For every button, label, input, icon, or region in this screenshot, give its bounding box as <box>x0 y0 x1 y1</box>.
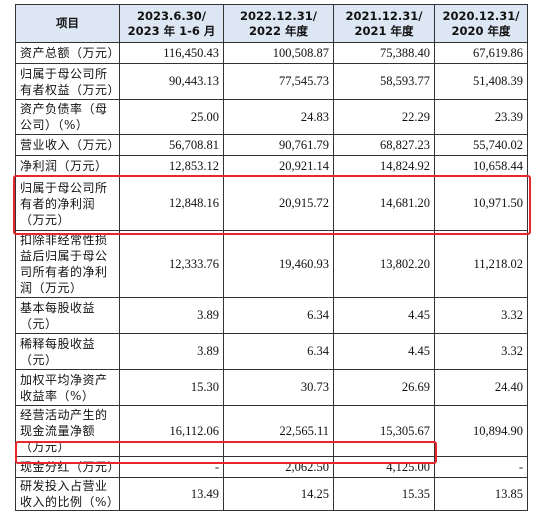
cell-value: - <box>119 456 224 478</box>
cell-value: 20,915.72 <box>223 176 334 231</box>
cell-value: 3.89 <box>119 333 224 370</box>
cell-value: 13.49 <box>119 477 224 511</box>
row-label: 研发投入占营业收入的比例（%） <box>15 477 120 511</box>
row-label: 加权平均净资产收益率（%） <box>15 369 120 406</box>
cell-value: 11,218.02 <box>434 230 528 298</box>
table-row: 加权平均净资产收益率（%） 15.30 30.73 26.69 24.40 <box>15 369 528 406</box>
row-label: 营业收入（万元） <box>15 134 120 156</box>
cell-value: 10,658.44 <box>434 155 528 177</box>
table-row: 资产总额（万元） 116,450.43 100,508.87 75,388.40… <box>15 42 528 64</box>
header-period: 2021.12.31/2021 年度 <box>333 4 435 43</box>
cell-value: 14.25 <box>223 477 334 511</box>
table-row: 营业收入（万元） 56,708.81 90,761.79 68,827.23 5… <box>15 134 528 156</box>
row-label: 资产负债率（母公司）（%） <box>15 99 120 135</box>
cell-value: 10,894.90 <box>434 405 528 457</box>
cell-value: - <box>434 456 528 478</box>
cell-value: 13.85 <box>434 477 528 511</box>
table-row: 稀释每股收益（元） 3.89 6.34 4.45 3.32 <box>15 333 528 370</box>
cell-value: 15.35 <box>333 477 435 511</box>
cell-value: 30.73 <box>223 369 334 406</box>
table-header-row: 项目 2023.6.30/2023 年 1-6 月 2022.12.31/202… <box>15 4 528 43</box>
row-label: 基本每股收益（元） <box>15 297 120 334</box>
cell-value: 68,827.23 <box>333 134 435 156</box>
cell-value: 6.34 <box>223 333 334 370</box>
cell-value: 116,450.43 <box>119 42 224 64</box>
cell-value: 75,388.40 <box>333 42 435 64</box>
row-label: 稀释每股收益（元） <box>15 333 120 370</box>
cell-value: 90,761.79 <box>223 134 334 156</box>
header-period: 2023.6.30/2023 年 1-6 月 <box>119 4 224 43</box>
cell-value: 12,853.12 <box>119 155 224 177</box>
cell-value: 4,125.00 <box>333 456 435 478</box>
cell-value: 100,508.87 <box>223 42 334 64</box>
cell-value: 6.34 <box>223 297 334 334</box>
row-label: 资产总额（万元） <box>15 42 120 64</box>
header-period: 2020.12.31/2020 年度 <box>434 4 528 43</box>
cell-value: 24.83 <box>223 99 334 135</box>
table-row: 经营活动产生的现金流量净额（万元） 16,112.06 22,565.11 15… <box>15 405 528 457</box>
cell-value: 56,708.81 <box>119 134 224 156</box>
cell-value: 2,062.50 <box>223 456 334 478</box>
table-row: 净利润（万元） 12,853.12 20,921.14 14,824.92 10… <box>15 155 528 177</box>
table-row: 扣除非经常性损益后归属于母公司所有者的净利润（万元） 12,333.76 19,… <box>15 230 528 298</box>
cell-value: 3.32 <box>434 297 528 334</box>
row-label: 净利润（万元） <box>15 155 120 177</box>
table-row: 基本每股收益（元） 3.89 6.34 4.45 3.32 <box>15 297 528 334</box>
cell-value: 24.40 <box>434 369 528 406</box>
table-row: 资产负债率（母公司）（%） 25.00 24.83 22.29 23.39 <box>15 99 528 135</box>
row-label: 归属于母公司所有者权益（万元） <box>15 63 120 100</box>
cell-value: 14,681.20 <box>333 176 435 231</box>
cell-value: 77,545.73 <box>223 63 334 100</box>
cell-value: 25.00 <box>119 99 224 135</box>
cell-value: 20,921.14 <box>223 155 334 177</box>
cell-value: 23.39 <box>434 99 528 135</box>
cell-value: 58,593.77 <box>333 63 435 100</box>
row-label: 扣除非经常性损益后归属于母公司所有者的净利润（万元） <box>15 230 120 298</box>
header-item: 项目 <box>15 4 120 43</box>
cell-value: 3.32 <box>434 333 528 370</box>
cell-value: 16,112.06 <box>119 405 224 457</box>
cell-value: 22.29 <box>333 99 435 135</box>
cell-value: 3.89 <box>119 297 224 334</box>
cell-value: 10,971.50 <box>434 176 528 231</box>
cell-value: 15.30 <box>119 369 224 406</box>
cell-value: 22,565.11 <box>223 405 334 457</box>
financial-indicators-table: 项目 2023.6.30/2023 年 1-6 月 2022.12.31/202… <box>15 4 528 511</box>
cell-value: 12,848.16 <box>119 176 224 231</box>
cell-value: 19,460.93 <box>223 230 334 298</box>
table-row: 归属于母公司所有者权益（万元） 90,443.13 77,545.73 58,5… <box>15 63 528 100</box>
cell-value: 13,802.20 <box>333 230 435 298</box>
cell-value: 4.45 <box>333 333 435 370</box>
cell-value: 15,305.67 <box>333 405 435 457</box>
row-label: 经营活动产生的现金流量净额（万元） <box>15 405 120 457</box>
cell-value: 14,824.92 <box>333 155 435 177</box>
cell-value: 51,408.39 <box>434 63 528 100</box>
table-row: 归属于母公司所有者的净利润（万元） 12,848.16 20,915.72 14… <box>15 176 528 231</box>
row-label: 归属于母公司所有者的净利润（万元） <box>15 176 120 231</box>
cell-value: 4.45 <box>333 297 435 334</box>
cell-value: 67,619.86 <box>434 42 528 64</box>
table-row: 研发投入占营业收入的比例（%） 13.49 14.25 15.35 13.85 <box>15 477 528 511</box>
cell-value: 12,333.76 <box>119 230 224 298</box>
cell-value: 90,443.13 <box>119 63 224 100</box>
cell-value: 55,740.02 <box>434 134 528 156</box>
row-label: 现金分红（万元） <box>15 456 120 478</box>
table-row: 现金分红（万元） - 2,062.50 4,125.00 - <box>15 456 528 478</box>
cell-value: 26.69 <box>333 369 435 406</box>
header-period: 2022.12.31/2022 年度 <box>223 4 334 43</box>
